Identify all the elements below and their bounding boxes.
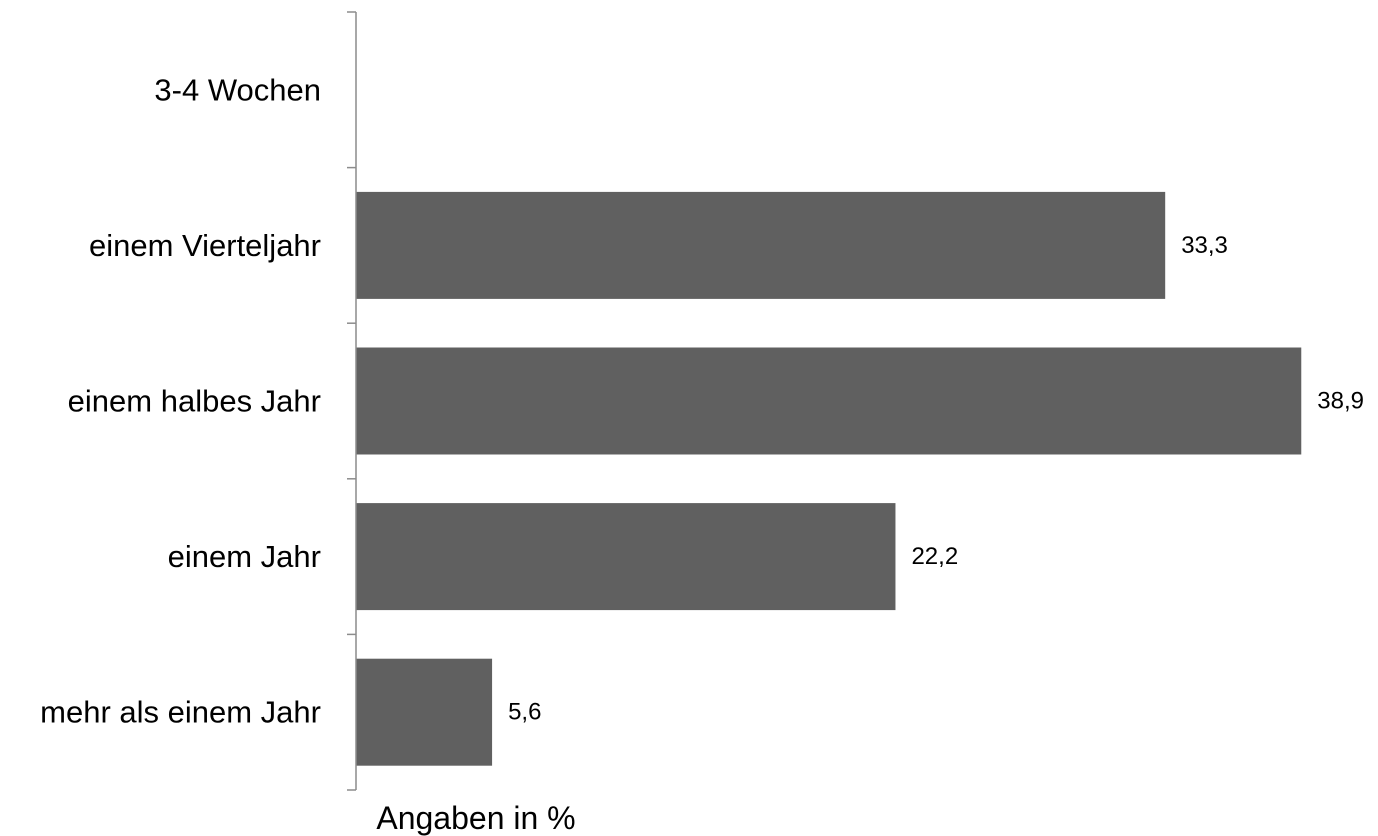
bar xyxy=(356,658,493,766)
x-axis-title: Angaben in % xyxy=(376,800,575,836)
category-labels-group: 3-4 Wochen einem Vierteljahr einem halbes … xyxy=(40,72,321,729)
bar xyxy=(356,347,1302,455)
bar xyxy=(356,503,896,611)
bar-value-label: 33,3 xyxy=(1181,232,1228,259)
bars-group xyxy=(356,191,1302,766)
category-label: einem Jahr xyxy=(168,539,321,574)
bar-value-label: 5,6 xyxy=(508,699,541,726)
axis-ticks-group xyxy=(347,11,356,791)
bar-value-label: 22,2 xyxy=(911,543,958,570)
bar xyxy=(356,191,1166,299)
category-label: einem halbes Jahr xyxy=(68,384,321,419)
category-label: mehr als einem Jahr xyxy=(40,695,321,730)
value-labels-group: 33,3 38,9 22,2 5,6 xyxy=(508,232,1364,726)
category-label: 3-4 Wochen xyxy=(154,72,321,107)
bar-value-label: 38,9 xyxy=(1317,388,1364,415)
category-label: einem Vierteljahr xyxy=(89,228,321,263)
